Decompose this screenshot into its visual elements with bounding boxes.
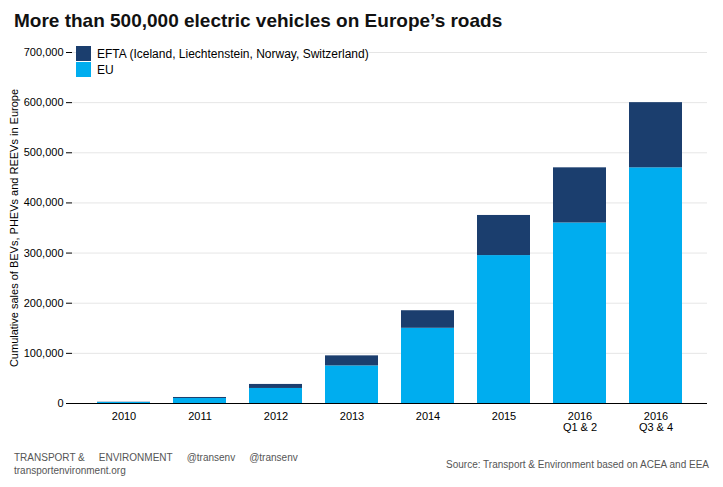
svg-text:2016Q1 & 2: 2016Q1 & 2: [563, 410, 597, 433]
svg-text:2015: 2015: [492, 410, 516, 422]
svg-text:700,000: 700,000: [24, 46, 64, 58]
svg-text:2016Q3 & 4: 2016Q3 & 4: [639, 410, 673, 433]
html-text:@transenv: @transenv: [249, 452, 298, 463]
svg-text:600,000: 600,000: [24, 96, 64, 108]
svg-text:2010: 2010: [112, 410, 136, 422]
html-text:TRANSPORT &: TRANSPORT &: [14, 452, 85, 463]
html-text:ENVIRONMENT: ENVIRONMENT: [98, 452, 173, 463]
html-text:More than 500,000 electric veh: More than 500,000 electric vehicles on E…: [14, 10, 503, 31]
svg-text:400,000: 400,000: [24, 196, 64, 208]
svg-text:200,000: 200,000: [24, 297, 64, 309]
svg-text:2011: 2011: [188, 410, 212, 422]
html-text:EFTA (Iceland, Liechtenstein,: EFTA (Iceland, Liechtenstein, Norway, Sw…: [97, 46, 369, 61]
svg-text:2012: 2012: [264, 410, 288, 422]
html-text:@transenv: @transenv: [186, 452, 236, 463]
html-text:Source: Transport & Environmen: Source: Transport & Environment based on…: [446, 458, 709, 470]
html-text:EU: EU: [97, 62, 114, 77]
svg-text:2013: 2013: [340, 410, 364, 422]
svg-text:2014: 2014: [416, 410, 440, 422]
svg-text:0: 0: [57, 397, 63, 409]
svg-text:500,000: 500,000: [24, 146, 64, 158]
html-text:transportenvironment.org: transportenvironment.org: [14, 465, 126, 476]
svg-text:100,000: 100,000: [24, 347, 64, 359]
svg-text:300,000: 300,000: [24, 247, 64, 259]
svg-text:Cumulative sales of BEVs, PHEV: Cumulative sales of BEVs, PHEVs and REEV…: [8, 89, 20, 367]
